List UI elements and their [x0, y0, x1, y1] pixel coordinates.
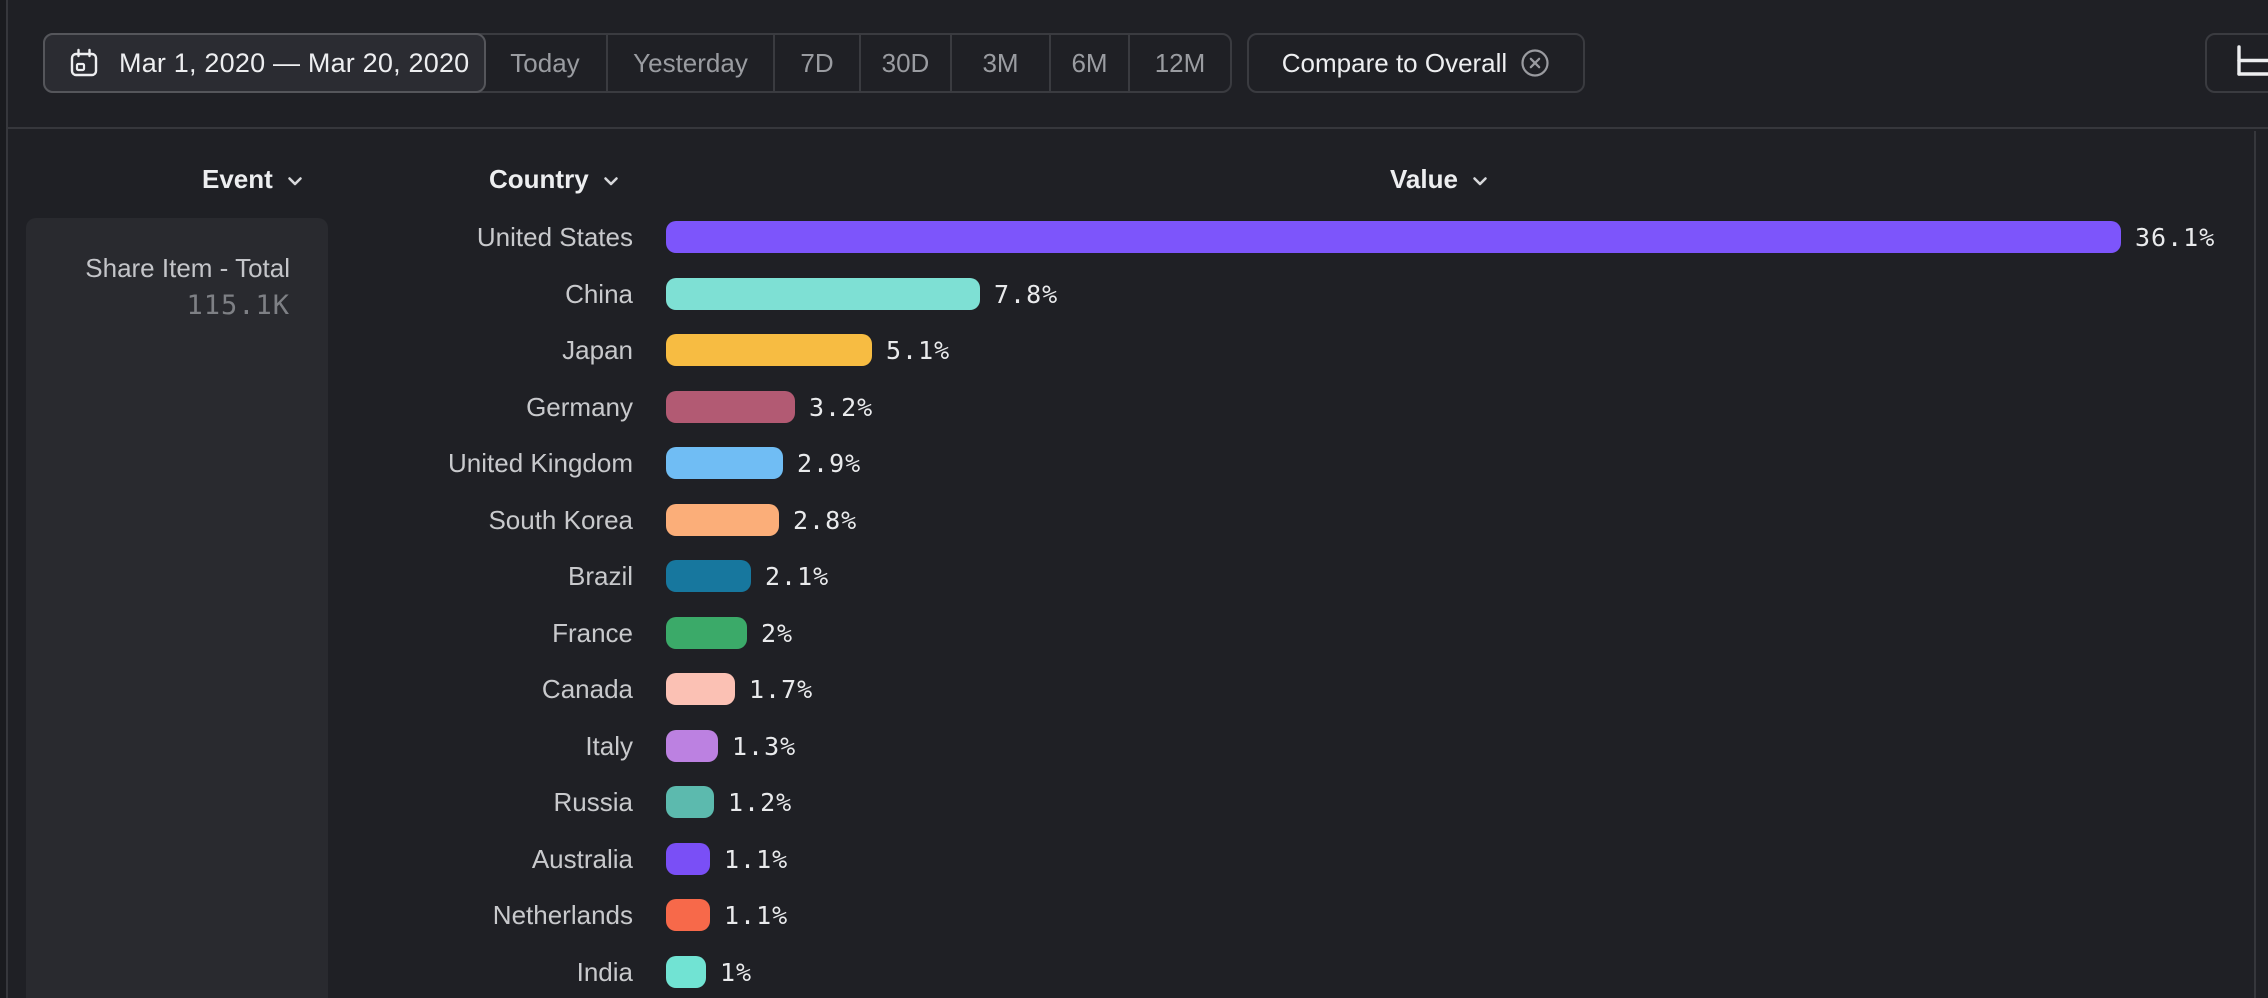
horizontal-bar-chart-icon — [2237, 45, 2268, 76]
chart-type-button[interactable] — [2205, 33, 2268, 93]
country-label: China — [565, 279, 633, 309]
chevron-down-icon — [603, 177, 618, 186]
preset-button-today[interactable]: Today — [510, 47, 580, 78]
date-range-label: Mar 1, 2020 — Mar 20, 2020 — [119, 47, 470, 78]
value-label: 2% — [761, 619, 794, 648]
value-bar[interactable] — [666, 278, 980, 310]
event-total: 115.1K — [186, 290, 290, 321]
table-row: United Kingdom 2.9% — [0, 447, 2268, 479]
left-panel-divider — [0, 0, 8, 998]
table-row: Brazil 2.1% — [0, 560, 2268, 592]
date-presets: Today Yesterday 7D 30D 3M 6M 12M — [484, 35, 1230, 91]
value-label: 2.9% — [797, 449, 862, 478]
table-row: China 7.8% — [0, 278, 2268, 310]
value-bar[interactable] — [666, 956, 706, 988]
value-label: 2.8% — [793, 506, 858, 535]
preset-button-6m[interactable]: 6M — [1049, 35, 1128, 91]
value-bar[interactable] — [666, 673, 735, 705]
value-label: 1% — [720, 958, 753, 987]
table-row: Netherlands 1.1% — [0, 899, 2268, 931]
preset-button-3m[interactable]: 3M — [950, 35, 1049, 91]
chevron-down-icon — [288, 177, 302, 186]
country-label: France — [552, 618, 633, 648]
preset-button-yesterday[interactable]: Yesterday — [606, 35, 773, 91]
value-label: 1.1% — [724, 901, 789, 930]
value-bar[interactable] — [666, 617, 747, 649]
table-row: Italy 1.3% — [0, 730, 2268, 762]
calendar-icon — [70, 48, 98, 77]
value-label: 1.2% — [728, 788, 793, 817]
country-label: Japan — [562, 335, 633, 365]
value-label: 36.1% — [2135, 223, 2216, 252]
date-range-control: Mar 1, 2020 — Mar 20, 2020 Today Yesterda… — [43, 33, 1232, 93]
chevron-down-icon — [1473, 177, 1487, 186]
country-label: United Kingdom — [448, 448, 633, 478]
value-bar[interactable] — [666, 504, 779, 536]
compare-to-overall-button[interactable]: Compare to Overall — [1247, 33, 1585, 93]
preset-button-30d[interactable]: 30D — [859, 35, 950, 91]
value-label: 2.1% — [765, 562, 830, 591]
table-row: Canada 1.7% — [0, 673, 2268, 705]
value-bar[interactable] — [666, 447, 783, 479]
country-label: Brazil — [567, 561, 633, 591]
table-row: India 1% — [0, 956, 2268, 988]
column-header-event[interactable]: Event — [202, 163, 306, 195]
right-panel-divider — [2254, 131, 2256, 998]
date-range-button[interactable]: Mar 1, 2020 — Mar 20, 2020 — [43, 33, 486, 93]
table-row: France 2% — [0, 617, 2268, 649]
country-label: Germany — [526, 392, 633, 422]
country-label: Netherlands — [492, 900, 633, 930]
event-card[interactable]: Share Item - Total 115.1K — [26, 218, 328, 998]
value-bar[interactable] — [666, 334, 872, 366]
value-label: 5.1% — [886, 336, 951, 365]
report-table: Event Country Value Share Item - Total 1… — [0, 131, 2268, 998]
value-header-label: Value — [1390, 163, 1458, 194]
value-label: 7.8% — [994, 280, 1059, 309]
event-header-label: Event — [202, 163, 273, 194]
value-label: 1.7% — [749, 675, 814, 704]
country-label: Italy — [585, 731, 633, 761]
value-bar[interactable] — [666, 899, 710, 931]
value-bar[interactable] — [666, 730, 718, 762]
table-row: Russia 1.2% — [0, 786, 2268, 818]
value-bar[interactable] — [666, 221, 2121, 253]
value-bar[interactable] — [666, 843, 710, 875]
country-label: Australia — [531, 844, 633, 874]
preset-button-7d[interactable]: 7D — [773, 35, 859, 91]
column-header-value[interactable]: Value — [1390, 163, 1491, 195]
column-header-country[interactable]: Country — [489, 163, 622, 195]
country-label: India — [576, 957, 633, 987]
country-label: Russia — [553, 787, 633, 817]
country-label: South Korea — [488, 505, 633, 535]
value-bar[interactable] — [666, 560, 751, 592]
table-row: South Korea 2.8% — [0, 504, 2268, 536]
value-label: 1.3% — [732, 732, 797, 761]
value-label: 1.1% — [724, 845, 789, 874]
table-row: Germany 3.2% — [0, 391, 2268, 423]
country-header-label: Country — [489, 163, 589, 194]
compare-to-overall-label: Compare to Overall — [1281, 47, 1508, 78]
toolbar: Mar 1, 2020 — Mar 20, 2020 Today Yesterda… — [0, 0, 2268, 129]
country-label: United States — [476, 222, 633, 252]
bar-rows: United States 36.1% China 7.8% Japan 5.1% Germ… — [0, 131, 2268, 998]
table-row: Japan 5.1% — [0, 334, 2268, 366]
value-bar[interactable] — [666, 786, 714, 818]
table-row: United States 36.1% — [0, 221, 2268, 253]
value-bar[interactable] — [666, 391, 795, 423]
event-name: Share Item - Total — [85, 253, 290, 283]
value-label: 3.2% — [809, 393, 874, 422]
close-circle-icon[interactable] — [1520, 48, 1550, 78]
preset-button-12m[interactable]: 12M — [1128, 35, 1230, 91]
country-label: Canada — [541, 674, 633, 704]
table-row: Australia 1.1% — [0, 843, 2268, 875]
